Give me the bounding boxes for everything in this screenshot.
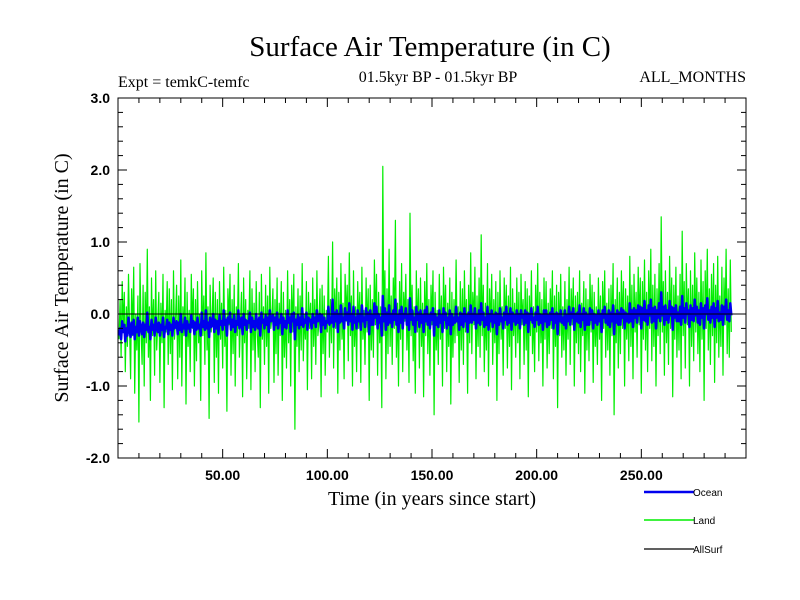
y-tick-label: 2.0 <box>91 162 111 178</box>
plot-frame <box>117 97 747 459</box>
chart-subtitle-right: ALL_MONTHS <box>639 69 746 86</box>
y-tick-label: -1.0 <box>86 378 110 394</box>
legend: Ocean Land AllSurf <box>644 488 723 556</box>
x-axis-label: Time (in years since start) <box>328 488 536 510</box>
axis-layer: -2.0 -1.0 0.0 1.0 2.0 3.0 50.00 100.00 150.00 200… <box>86 90 746 483</box>
series-line-land <box>118 165 732 430</box>
y-tick-label: 0.0 <box>91 306 111 322</box>
x-tick-label: 50.00 <box>205 467 240 483</box>
y-tick-label: 3.0 <box>91 90 111 106</box>
legend-label-allsurf: AllSurf <box>693 545 723 556</box>
series-line-ocean <box>117 291 733 343</box>
series-layer <box>117 165 746 430</box>
chart-title: Surface Air Temperature (in C) <box>249 31 610 63</box>
legend-label-ocean: Ocean <box>693 488 722 499</box>
legend-label-land: Land <box>693 516 715 527</box>
chart-subtitle-left: Expt = temkC-temfc <box>118 74 250 91</box>
y-tick-label: 1.0 <box>91 234 111 250</box>
x-tick-label: 100.00 <box>306 467 349 483</box>
x-tick-label: 200.00 <box>515 467 558 483</box>
x-tick-label: 150.00 <box>411 467 454 483</box>
chart-subtitle-center: 01.5kyr BP - 01.5kyr BP <box>359 69 518 86</box>
y-tick-label: -2.0 <box>86 450 110 466</box>
y-axis-label: Surface Air Temperature (in C) <box>51 153 73 402</box>
x-tick-label: 250.00 <box>620 467 663 483</box>
